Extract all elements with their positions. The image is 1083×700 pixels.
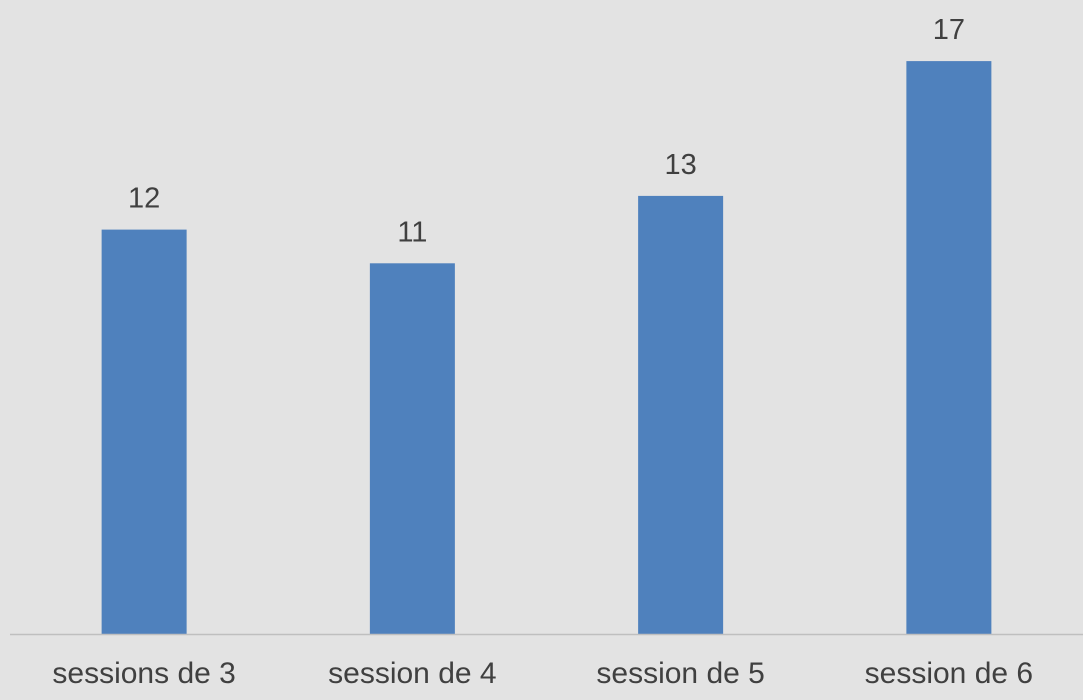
data-label-4: 17: [933, 14, 965, 46]
data-label-1: 12: [128, 183, 160, 215]
category-label-4: session de 6: [865, 657, 1033, 690]
labels-layer: 12 sessions de 3 11 session de 4 13 session d…: [52, 14, 1033, 690]
bar-2: [369, 263, 455, 634]
bar-3: [638, 195, 724, 634]
bar-1: [101, 229, 187, 634]
bars-layer: [101, 61, 992, 635]
category-label-3: session de 5: [596, 657, 764, 690]
category-label-2: session de 4: [328, 657, 496, 690]
data-label-2: 11: [397, 216, 427, 248]
category-label-1: sessions de 3: [52, 657, 235, 690]
bar-4: [906, 61, 992, 635]
data-label-3: 13: [664, 149, 696, 181]
